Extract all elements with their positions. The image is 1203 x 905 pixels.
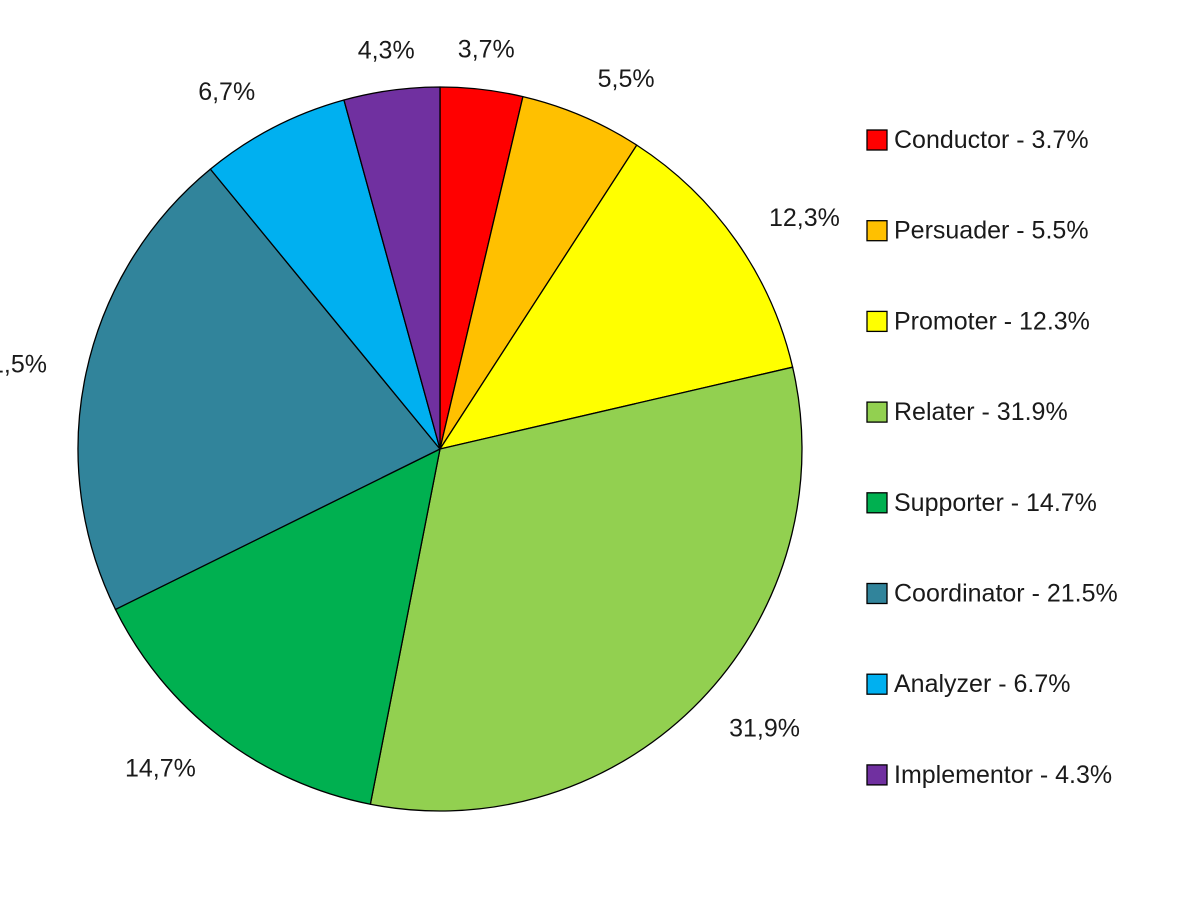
pie-slices [77, 86, 803, 812]
legend-item-conductor: Conductor - 3.7% [866, 126, 1089, 154]
data-label-coordinator: 21,5% [0, 350, 47, 378]
legend-label-conductor: Conductor - 3.7% [894, 126, 1089, 154]
data-label-conductor: 3,7% [458, 36, 515, 64]
pie-data-labels: 3,7% 5,5% 12,3% 31,9% 14,7% 21,5% 6,7% 4,3% [0, 36, 840, 783]
legend-swatch-analyzer [866, 673, 888, 695]
legend-item-supporter: Supporter - 14.7% [866, 489, 1097, 517]
legend-label-supporter: Supporter - 14.7% [894, 489, 1097, 517]
legend-swatch-conductor [866, 129, 888, 151]
data-label-relater: 31,9% [729, 714, 800, 742]
pie-slice-coordinator [77, 168, 441, 611]
legend-item-relater: Relater - 31.9% [866, 398, 1068, 426]
legend-swatch-supporter [866, 492, 888, 514]
legend-item-analyzer: Analyzer - 6.7% [866, 670, 1070, 698]
legend-label-implementor: Implementor - 4.3% [894, 761, 1112, 789]
legend-label-persuader: Persuader - 5.5% [894, 217, 1089, 245]
legend: Conductor - 3.7% Persuader - 5.5% Promoter… [866, 126, 1118, 789]
legend-swatch-relater [866, 401, 888, 423]
pie-slice-promoter [439, 144, 794, 450]
legend-swatch-coordinator [866, 582, 888, 605]
data-label-promoter: 12,3% [769, 204, 840, 232]
legend-label-relater: Relater - 31.9% [894, 398, 1068, 426]
legend-swatch-promoter [866, 310, 888, 333]
data-label-persuader: 5,5% [598, 65, 655, 93]
legend-label-promoter: Promoter - 12.3% [894, 307, 1090, 335]
pie-slice-implementor [343, 86, 441, 450]
legend-item-coordinator: Coordinator - 21.5% [866, 580, 1118, 608]
legend-item-implementor: Implementor - 4.3% [866, 761, 1112, 789]
data-label-analyzer: 6,7% [198, 78, 255, 106]
legend-label-analyzer: Analyzer - 6.7% [894, 670, 1070, 698]
data-label-supporter: 14,7% [125, 754, 196, 782]
data-label-implementor: 4,3% [358, 37, 415, 65]
pie-slice-relater [369, 366, 803, 812]
legend-swatch-persuader [866, 220, 888, 242]
legend-item-promoter: Promoter - 12.3% [866, 307, 1090, 335]
pie-slice-analyzer [209, 99, 441, 450]
legend-item-persuader: Persuader - 5.5% [866, 217, 1089, 245]
legend-swatch-implementor [866, 764, 888, 786]
legend-label-coordinator: Coordinator - 21.5% [894, 580, 1118, 608]
pie-slice-supporter [114, 448, 441, 805]
